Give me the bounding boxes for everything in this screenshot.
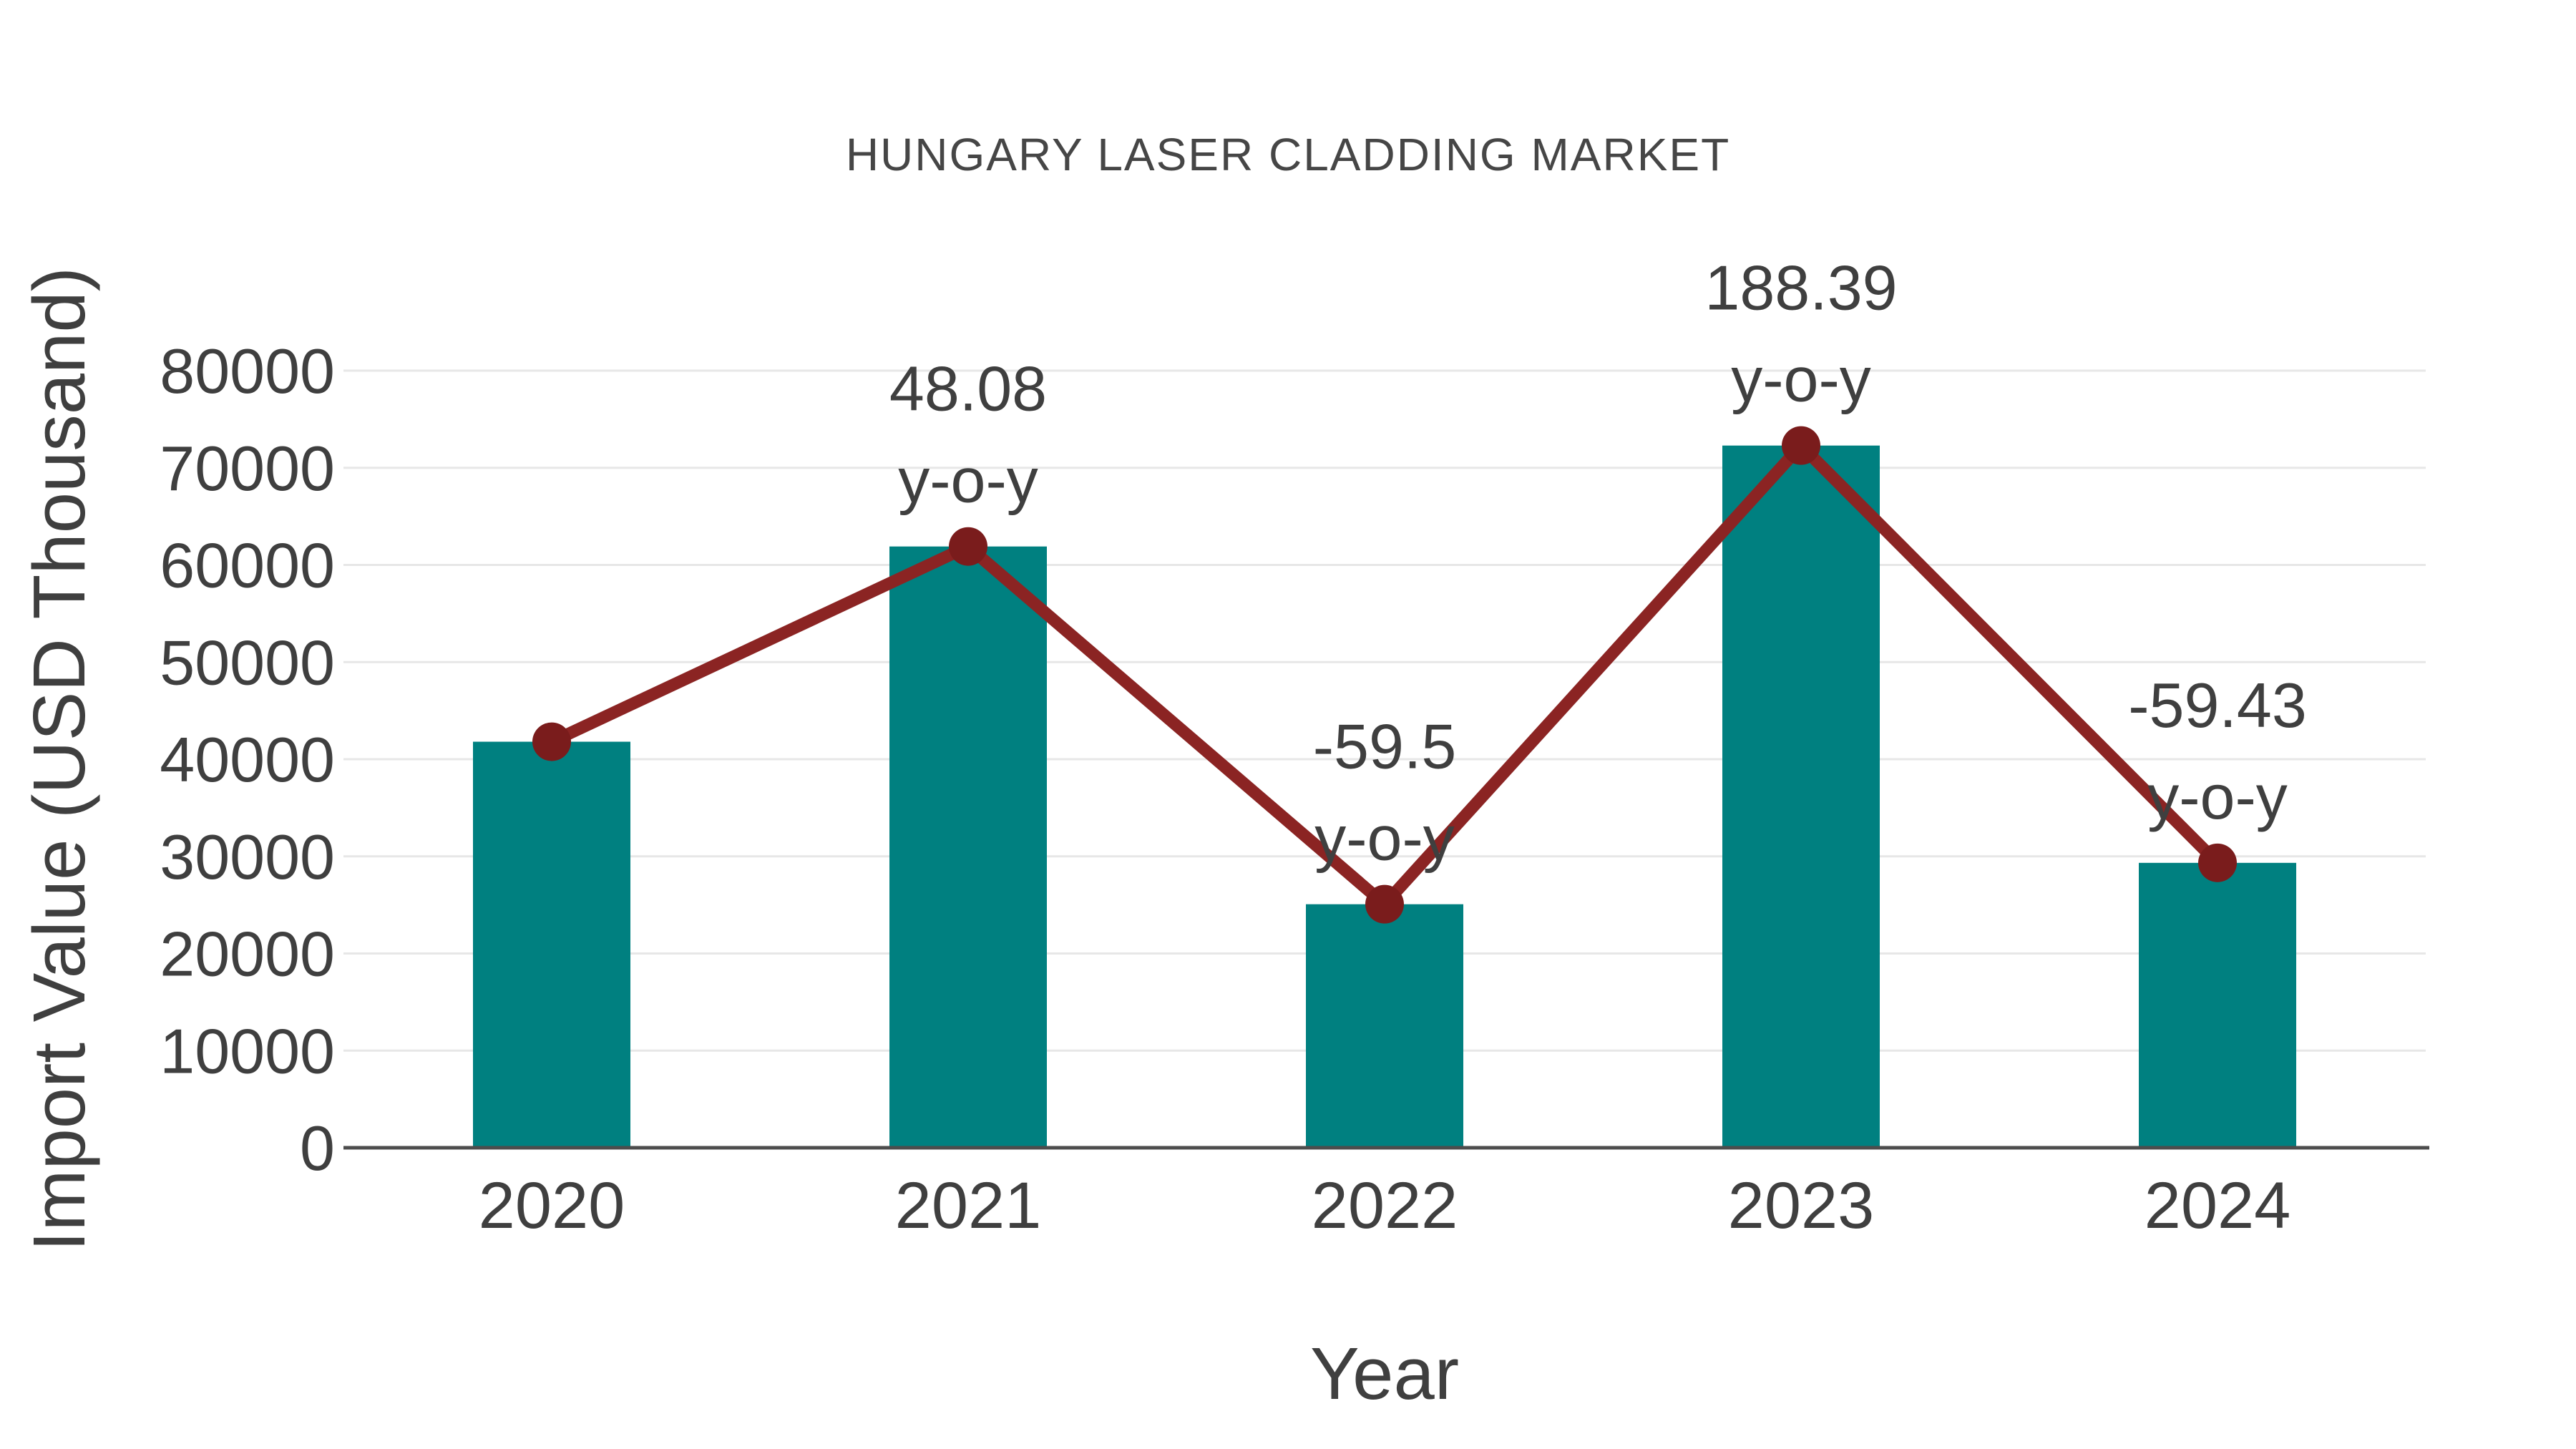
chart-title: HUNGARY LASER CLADDING MARKET [846, 129, 1730, 180]
x-tick-label-2020: 2020 [479, 1169, 625, 1242]
annotation-yoy-2023: y-o-y [1731, 344, 1871, 415]
y-tick-label-20000: 20000 [160, 919, 335, 990]
marker-2023 [1782, 426, 1820, 465]
y-tick-label-30000: 30000 [160, 821, 335, 892]
y-tick-label-10000: 10000 [160, 1015, 335, 1086]
y-tick-labels: 0 10000 20000 30000 40000 50000 60000 70000 8000… [160, 336, 335, 1184]
bar-2023 [1722, 445, 1880, 1148]
annotation-yoy-2022: y-o-y [1314, 803, 1455, 874]
bars-layer [473, 445, 2296, 1148]
annotation-value-2024: -59.43 [2128, 670, 2307, 741]
annotation-value-2023: 188.39 [1704, 253, 1897, 323]
y-tick-label-40000: 40000 [160, 724, 335, 795]
x-tick-label-2022: 2022 [1312, 1169, 1458, 1242]
y-tick-label-0: 0 [300, 1113, 335, 1184]
x-tick-label-2023: 2023 [1728, 1169, 1875, 1242]
annotations-layer: 48.08 y-o-y -59.5 y-o-y 188.39 y-o-y -59.43 y-o… [889, 253, 2307, 874]
bar-2020 [473, 741, 630, 1148]
marker-2024 [2198, 843, 2237, 882]
y-tick-label-80000: 80000 [160, 336, 335, 406]
annotation-yoy-2021: y-o-y [898, 445, 1038, 516]
x-tick-label-2024: 2024 [2145, 1169, 2291, 1242]
annotation-value-2021: 48.08 [889, 353, 1047, 424]
y-tick-label-50000: 50000 [160, 627, 335, 698]
y-axis-title: Import Value (USD Thousand) [18, 267, 100, 1252]
marker-2021 [949, 527, 987, 566]
gridlines [343, 369, 2426, 1052]
annotation-value-2022: -59.5 [1313, 711, 1457, 782]
bar-2022 [1306, 904, 1463, 1148]
marker-2022 [1365, 884, 1404, 924]
x-tick-label-2021: 2021 [895, 1169, 1042, 1242]
x-axis-title: Year [1310, 1332, 1459, 1415]
y-tick-label-70000: 70000 [160, 433, 335, 504]
marker-2020 [532, 722, 571, 761]
x-tick-labels: 2020 2021 2022 2023 2024 [479, 1169, 2291, 1242]
y-tick-label-60000: 60000 [160, 530, 335, 601]
annotation-yoy-2024: y-o-y [2147, 761, 2288, 832]
line-layer [532, 426, 2237, 924]
bar-2021 [889, 546, 1047, 1148]
bar-2024 [2139, 862, 2296, 1148]
